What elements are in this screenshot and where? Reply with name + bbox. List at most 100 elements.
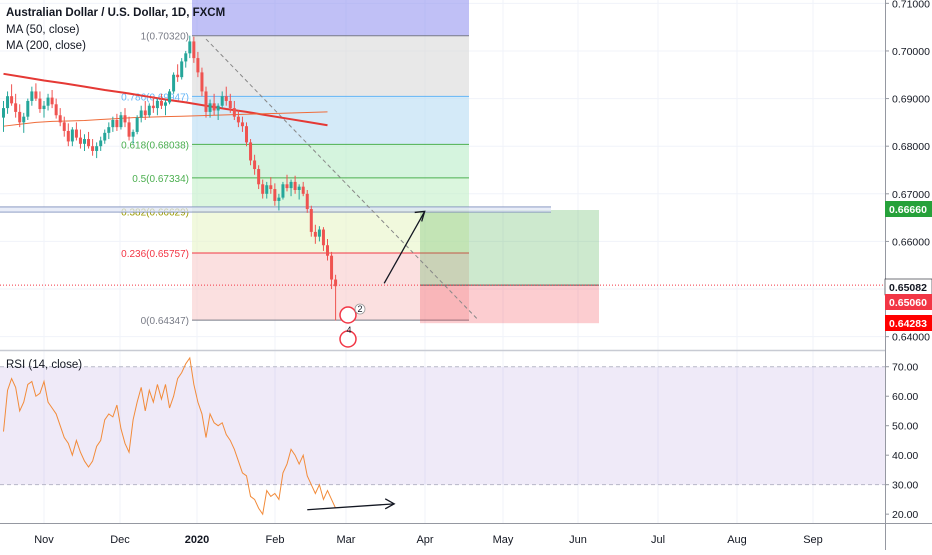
candle-45 [184, 50, 188, 68]
candle-body [208, 103, 212, 112]
candle-10 [42, 100, 46, 118]
divergence-arrow-head [384, 498, 396, 510]
candle-body [317, 229, 321, 237]
candle-5 [22, 112, 26, 133]
candle-body [30, 91, 34, 101]
candle-67 [273, 183, 277, 206]
candle-41 [168, 89, 172, 105]
candle-body [220, 96, 224, 106]
price-label-text: 0.64283 [889, 318, 927, 330]
price-tick-3: 0.68000 [892, 141, 930, 153]
candle-59 [240, 116, 244, 132]
price-tick-0: 0.71000 [892, 0, 930, 10]
candle-body [95, 146, 99, 151]
candle-body [14, 103, 18, 112]
candle-18 [74, 122, 78, 141]
candle-body [192, 41, 196, 59]
candle-55 [224, 86, 228, 106]
candle-body [58, 115, 62, 123]
candle-body [204, 91, 208, 112]
event-marker-ring [339, 330, 357, 348]
price-label-text: 0.66660 [889, 204, 927, 216]
candle-body [164, 102, 167, 106]
candle-body [273, 189, 277, 201]
position-target-zone [420, 210, 599, 286]
candle-72 [293, 175, 297, 194]
candle-body [326, 245, 329, 256]
candle-body [305, 193, 309, 210]
fib-label-0: 1(0.70320) [141, 32, 189, 43]
candle-body [269, 185, 273, 190]
candle-42 [172, 72, 176, 94]
candle-body [313, 231, 317, 237]
chart-title: Australian Dollar / U.S. Dollar, 1D, FXC… [6, 7, 226, 19]
candle-body [38, 98, 42, 110]
time-tick-3: Feb [266, 534, 285, 546]
candle-body [26, 100, 30, 117]
candle-56 [228, 93, 232, 113]
candle-7 [30, 86, 34, 106]
candle-46 [188, 35, 192, 59]
candle-body [249, 142, 253, 161]
candle-26 [107, 122, 111, 140]
candle-4 [18, 104, 22, 128]
candle-17 [70, 127, 74, 147]
fib-zone-2 [192, 144, 469, 178]
time-tick-8: Jul [651, 534, 665, 546]
candle-58 [236, 110, 240, 128]
candle-3 [14, 93, 18, 118]
candle-body [168, 91, 172, 103]
event-marker-ring [339, 306, 357, 324]
candle-body [50, 97, 54, 105]
rsi-tick-4: 30.00 [892, 480, 918, 492]
candle-body [115, 120, 119, 128]
candle-body [91, 146, 95, 151]
candle-73 [297, 184, 301, 200]
candle-31 [127, 116, 131, 141]
price-tick-2: 0.69000 [892, 94, 930, 106]
level-band [0, 207, 551, 212]
trend-line [205, 38, 478, 320]
candle-39 [159, 93, 163, 110]
legend-ma50: MA (50, close) [6, 24, 80, 36]
price-tick-5: 0.66000 [892, 236, 930, 248]
candle-8 [34, 83, 38, 101]
candle-40 [164, 99, 167, 116]
candle-body [6, 96, 10, 109]
candle-body [99, 140, 103, 147]
event-marker-count: 2 [357, 304, 362, 314]
price-tick-7: 0.64000 [892, 332, 930, 344]
candle-14 [58, 108, 62, 127]
price-tick-1: 0.70000 [892, 46, 930, 58]
candle-2 [10, 84, 14, 106]
candle-body [228, 100, 232, 109]
candle-52 [212, 93, 216, 116]
fib-label-2: 0.618(0.68038) [121, 140, 189, 151]
candle-71 [289, 179, 293, 197]
candle-25 [103, 129, 107, 144]
candle-body [127, 122, 131, 137]
candle-body [172, 74, 176, 92]
fib-zone-3 [192, 177, 469, 212]
candle-19 [78, 129, 82, 149]
candle-62 [253, 154, 257, 175]
candle-6 [26, 98, 30, 120]
fib-label-4: 0.382(0.66629) [121, 207, 189, 218]
candle-body [155, 100, 159, 109]
price-label-bg [885, 315, 932, 331]
candle-15 [62, 116, 66, 137]
candle-body [285, 184, 289, 189]
candle-body [196, 58, 200, 73]
candle-body [107, 127, 111, 133]
price-label-3: 0.64283 [885, 315, 932, 331]
candle-60 [245, 122, 248, 147]
candle-28 [115, 113, 119, 131]
time-tick-10: Sep [803, 534, 823, 546]
fib-zone-top [192, 0, 469, 36]
event-marker-2: 4 [339, 325, 357, 348]
candle-body [301, 186, 305, 194]
candle-24 [99, 136, 103, 151]
price-label-text: 0.65060 [889, 297, 927, 309]
candle-51 [208, 99, 212, 118]
candle-44 [180, 58, 184, 80]
